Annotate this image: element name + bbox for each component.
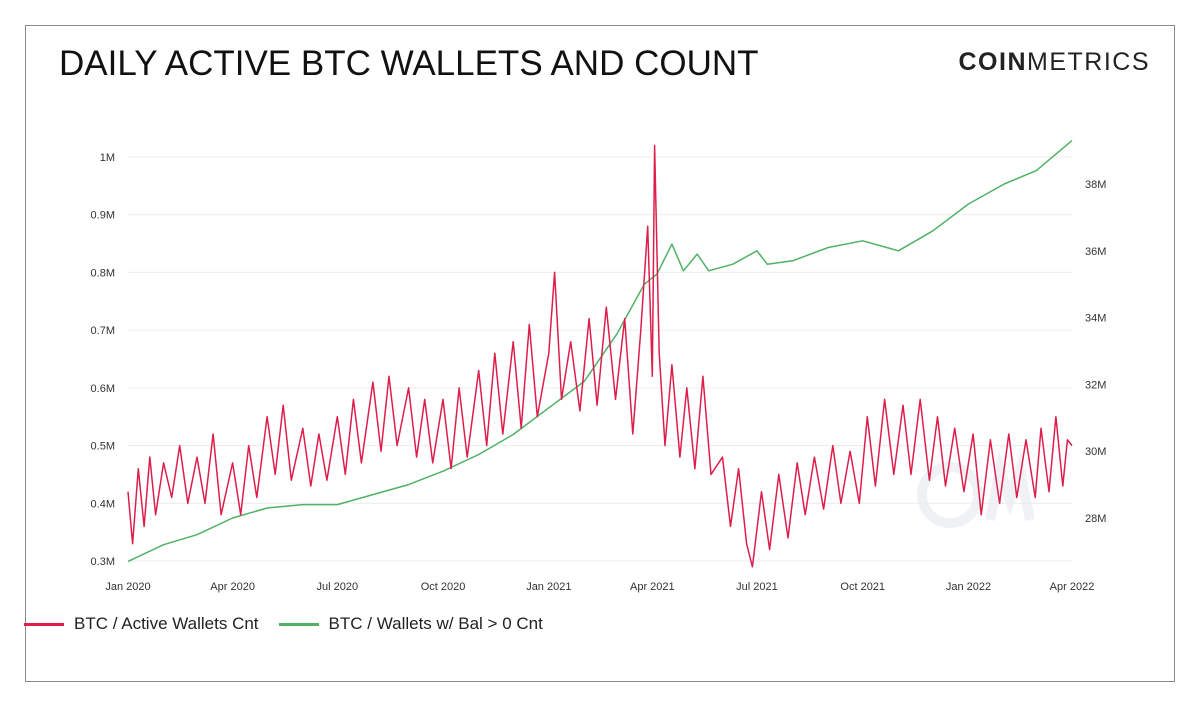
x-tick-label: Jan 2022: [946, 581, 991, 593]
y-left-tick-label: 0.5M: [91, 441, 115, 453]
legend: BTC / Active Wallets Cnt BTC / Wallets w…: [24, 614, 543, 634]
brand-light: METRICS: [1027, 48, 1150, 76]
legend-swatch-active: [24, 622, 64, 626]
x-tick-label: Apr 2020: [210, 581, 255, 593]
y-right-axis: 28M 30M 32M 34M 36M 38M: [1085, 179, 1106, 525]
x-tick-label: Jan 2021: [526, 581, 571, 593]
x-axis: Jan 2020 Apr 2020 Jul 2020 Oct 2020 Jan 2021…: [105, 581, 1094, 593]
y-left-tick-label: 0.4M: [91, 498, 115, 510]
series-line-wallets-balance: [127, 140, 1073, 563]
series-group: [127, 140, 1073, 568]
x-tick-label: Jan 2020: [105, 581, 150, 593]
x-tick-label: Jul 2021: [736, 581, 778, 593]
y-right-tick-label: 36M: [1085, 246, 1106, 258]
y-left-tick-label: 0.3M: [91, 556, 115, 568]
grid-lines: [128, 156, 1072, 562]
y-left-tick-label: 0.9M: [91, 210, 115, 222]
x-tick-label: Oct 2020: [421, 581, 466, 593]
legend-label-active: BTC / Active Wallets Cnt: [74, 614, 259, 633]
y-left-axis: 0.3M 0.4M 0.5M 0.6M 0.7M 0.8M 0.9M 1M: [91, 152, 115, 568]
legend-item-active-wallets[interactable]: BTC / Active Wallets Cnt: [24, 614, 259, 634]
legend-swatch-balance: [278, 622, 319, 626]
y-left-tick-label: 1M: [100, 152, 115, 164]
brand-logo: COINMETRICS: [959, 48, 1151, 77]
x-tick-label: Oct 2021: [840, 581, 885, 593]
y-left-tick-label: 0.7M: [91, 325, 115, 337]
brand-bold: COIN: [958, 48, 1027, 76]
y-right-tick-label: 38M: [1085, 179, 1106, 191]
y-left-tick-label: 0.6M: [91, 383, 115, 395]
x-tick-label: Jul 2020: [316, 581, 358, 593]
y-right-tick-label: 28M: [1085, 513, 1106, 525]
y-right-tick-label: 30M: [1085, 446, 1106, 458]
chart-title: DAILY ACTIVE BTC WALLETS AND COUNT: [59, 44, 759, 83]
y-right-tick-label: 34M: [1085, 313, 1106, 325]
series-line-active-wallets: [127, 144, 1073, 568]
x-tick-label: Apr 2021: [630, 581, 675, 593]
y-left-tick-label: 0.8M: [91, 267, 115, 279]
legend-label-balance: BTC / Wallets w/ Bal > 0 Cnt: [328, 614, 543, 633]
y-right-tick-label: 32M: [1085, 379, 1106, 391]
chart-frame: DAILY ACTIVE BTC WALLETS AND COUNT COINM…: [25, 25, 1175, 682]
x-tick-label: Apr 2022: [1050, 581, 1095, 593]
legend-item-wallets-balance[interactable]: BTC / Wallets w/ Bal > 0 Cnt: [278, 614, 543, 634]
